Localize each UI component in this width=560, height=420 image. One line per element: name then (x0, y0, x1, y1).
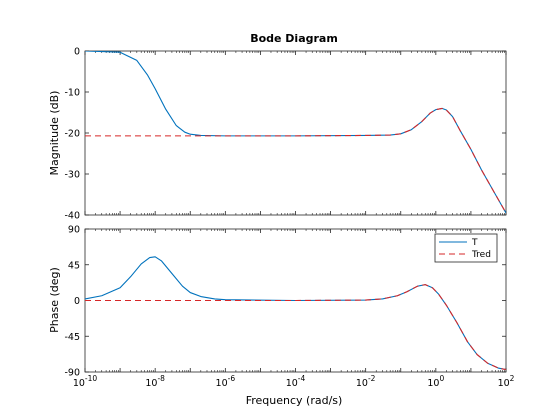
x-axis-label: Frequency (rad/s) (246, 394, 343, 407)
phase-y-tick-label: 0 (74, 296, 80, 307)
magnitude-y-tick-label: -40 (64, 211, 80, 222)
magnitude-y-tick-label: 0 (74, 47, 80, 58)
x-tick-label: 10-8 (145, 374, 165, 389)
phase-y-tick-label: -45 (64, 332, 80, 343)
x-tick-label: 100 (427, 374, 444, 389)
magnitude-y-tick-label: -20 (64, 129, 80, 140)
magnitude-series-tred (85, 107, 506, 214)
legend-label-tred: Tred (471, 250, 491, 260)
y-axis-label-magnitude: Magnitude (dB) (48, 91, 61, 176)
x-tick-label: 10-10 (73, 374, 98, 389)
magnitude-y-tick-label: -30 (64, 170, 80, 181)
magnitude-panel: 0 -10 -20 -30 -40 (64, 47, 507, 222)
x-tick-label: 10-2 (356, 374, 376, 389)
x-tick-label: 102 (498, 374, 515, 389)
legend-box (434, 233, 498, 263)
phase-y-tick-label: 90 (68, 225, 80, 236)
x-tick-label: 10-6 (216, 374, 236, 389)
x-tick-label: 10-4 (286, 374, 306, 389)
phase-y-tick-label: 45 (68, 260, 80, 271)
phase-series-t (85, 256, 506, 371)
legend: T Tred (434, 233, 498, 263)
phase-series-tred (85, 284, 506, 371)
magnitude-y-tick-label: -10 (64, 88, 80, 99)
legend-label-t: T (471, 238, 478, 248)
y-axis-label-phase: Phase (deg) (48, 267, 61, 333)
magnitude-series-t (85, 51, 506, 214)
phase-y-tick-label: -90 (64, 368, 80, 379)
chart-title: Bode Diagram (250, 32, 338, 45)
